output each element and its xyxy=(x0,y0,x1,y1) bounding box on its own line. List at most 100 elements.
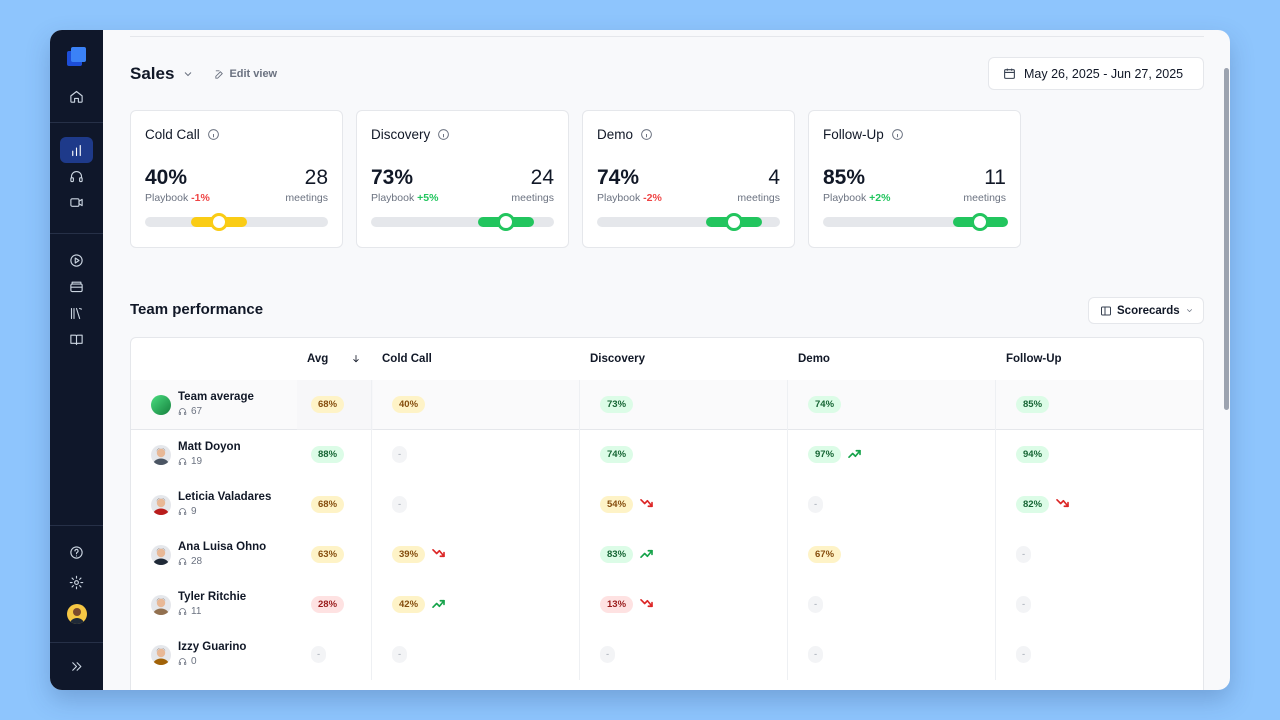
scorecard-card[interactable]: Discovery 73% 24 Playbook +5% meetings xyxy=(356,110,569,248)
headset-icon xyxy=(178,408,187,415)
score-badge[interactable]: - xyxy=(600,646,616,663)
score-badge[interactable]: 97% xyxy=(808,446,842,463)
card-meeting-count: 24 xyxy=(530,166,554,189)
card-playbook: Playbook +2% xyxy=(823,192,890,204)
column-header[interactable]: Avg xyxy=(307,353,329,365)
playbook-label: Playbook xyxy=(597,192,641,204)
table-row[interactable]: Leticia Valadares 9 68% - 54% - 82% xyxy=(131,480,1203,530)
score-track xyxy=(145,213,328,231)
help-icon[interactable] xyxy=(60,539,93,565)
book-icon[interactable] xyxy=(60,326,93,352)
playbook-label: Playbook xyxy=(823,192,867,204)
date-range-picker[interactable]: May 26, 2025 - Jun 27, 2025 xyxy=(988,57,1204,90)
score-badge[interactable]: - xyxy=(1016,546,1032,563)
score-badge[interactable]: 68% xyxy=(311,496,345,513)
table-row[interactable]: Izzy Guarino 0 - - - - - xyxy=(131,630,1203,680)
info-icon[interactable] xyxy=(640,128,653,141)
playbook-label: Playbook xyxy=(371,192,415,204)
expand-icon[interactable] xyxy=(60,653,93,679)
chevron-down-icon[interactable] xyxy=(182,68,194,80)
member-name: Team average xyxy=(178,391,254,403)
card-percentage: 73% xyxy=(371,166,414,189)
playbook-delta: +5% xyxy=(417,192,439,204)
avatar xyxy=(151,545,171,565)
score-badge[interactable]: 39% xyxy=(392,546,426,563)
score-badge[interactable]: - xyxy=(808,596,824,613)
play-icon[interactable] xyxy=(60,247,93,273)
home-icon[interactable] xyxy=(60,83,93,109)
scorecard-card[interactable]: Cold Call 40% 28 Playbook -1% meetings xyxy=(130,110,343,248)
member-meetings: 0 xyxy=(178,656,197,667)
column-header[interactable]: Discovery xyxy=(590,353,645,365)
score-badge[interactable]: - xyxy=(311,646,327,663)
sidebar xyxy=(50,30,103,690)
score-badge[interactable]: 82% xyxy=(1016,496,1050,513)
score-badge[interactable]: 28% xyxy=(311,596,345,613)
score-badge[interactable]: 68% xyxy=(311,396,345,413)
score-badge[interactable]: 13% xyxy=(600,596,634,613)
calendar-icon xyxy=(1004,68,1015,79)
score-badge[interactable]: 74% xyxy=(600,446,634,463)
scorecards-button[interactable]: Scorecards xyxy=(1088,297,1204,324)
video-icon[interactable] xyxy=(60,189,93,215)
score-knob xyxy=(210,213,228,231)
score-badge[interactable]: 63% xyxy=(311,546,345,563)
column-header[interactable]: Cold Call xyxy=(382,353,432,365)
scorecard-card[interactable]: Follow-Up 85% 11 Playbook +2% meetings xyxy=(808,110,1021,248)
playbook-delta: -1% xyxy=(191,192,210,204)
column-header[interactable]: Demo xyxy=(798,353,830,365)
table-row[interactable]: Matt Doyon 19 88% - 74% 97% 94% xyxy=(131,430,1203,480)
score-badge[interactable]: - xyxy=(1016,596,1032,613)
score-badge[interactable]: - xyxy=(808,646,824,663)
score-badge[interactable]: - xyxy=(392,496,408,513)
score-badge[interactable]: - xyxy=(808,496,824,513)
card-meeting-count: 28 xyxy=(304,166,328,189)
sort-arrow-icon[interactable] xyxy=(351,353,361,364)
trend-down-icon xyxy=(432,549,445,558)
column-header[interactable]: Follow-Up xyxy=(1006,353,1062,365)
score-badge[interactable]: 74% xyxy=(808,396,842,413)
score-badge[interactable]: 85% xyxy=(1016,396,1050,413)
headset-icon xyxy=(178,458,187,465)
chevron-down-icon xyxy=(1186,309,1192,313)
trend-down-icon xyxy=(1056,499,1069,508)
table-row[interactable]: Ana Luisa Ohno 28 63% 39% 83% 67% - xyxy=(131,530,1203,580)
card-title: Discovery xyxy=(371,127,450,142)
score-badge[interactable]: 88% xyxy=(311,446,345,463)
info-icon[interactable] xyxy=(207,128,220,141)
score-badge[interactable]: 67% xyxy=(808,546,842,563)
meeting-count: 19 xyxy=(191,456,203,467)
score-track xyxy=(823,213,1008,231)
scorecard-card[interactable]: Demo 74% 4 Playbook -2% meetings xyxy=(582,110,795,248)
score-track xyxy=(597,213,780,231)
member-meetings: 11 xyxy=(178,606,201,617)
info-icon[interactable] xyxy=(891,128,904,141)
page-header: Sales Edit view xyxy=(130,64,277,84)
score-badge[interactable]: - xyxy=(392,646,408,663)
analytics-icon[interactable] xyxy=(60,137,93,163)
table-row[interactable]: Tyler Ritchie 11 28% 42% 13% - - xyxy=(131,580,1203,630)
score-badge[interactable]: 40% xyxy=(392,396,426,413)
score-badge[interactable]: 73% xyxy=(600,396,634,413)
score-badge[interactable]: - xyxy=(1016,646,1032,663)
meeting-count: 9 xyxy=(191,506,197,517)
edit-view-button[interactable]: Edit view xyxy=(214,68,277,80)
team-average-row[interactable]: Team average 67 68% 40% 73% 74% 85% xyxy=(131,380,1203,430)
score-badge[interactable]: 83% xyxy=(600,546,634,563)
trend-up-icon xyxy=(848,449,861,458)
inbox-icon[interactable] xyxy=(60,273,93,299)
scorecards-label: Scorecards xyxy=(1117,304,1180,317)
score-badge[interactable]: 94% xyxy=(1016,446,1050,463)
score-badge[interactable]: 54% xyxy=(600,496,634,513)
library-icon[interactable] xyxy=(60,300,93,326)
scrollbar[interactable] xyxy=(1224,68,1229,410)
info-icon[interactable] xyxy=(437,128,450,141)
score-badge[interactable]: - xyxy=(392,446,408,463)
settings-icon[interactable] xyxy=(60,569,93,595)
score-badge[interactable]: 42% xyxy=(392,596,426,613)
card-meeting-count: 4 xyxy=(768,166,780,189)
user-avatar[interactable] xyxy=(60,601,93,627)
headset-icon[interactable] xyxy=(60,163,93,189)
card-title-label: Cold Call xyxy=(145,127,200,142)
logo-icon[interactable] xyxy=(66,46,88,68)
